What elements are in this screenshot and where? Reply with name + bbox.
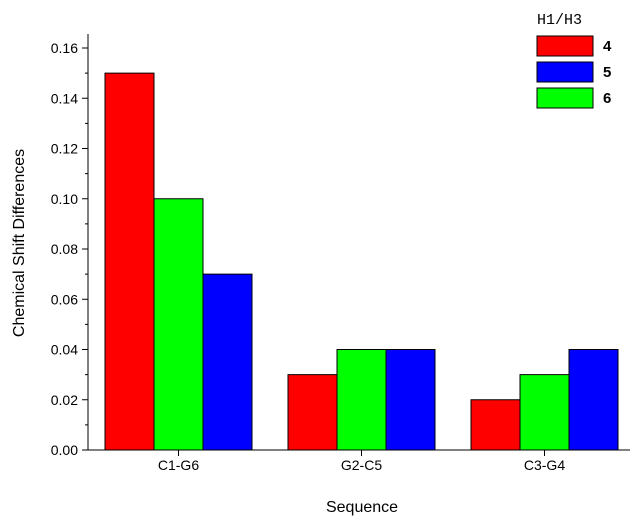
- bar-g2-c5-series-5: [385, 349, 436, 451]
- y-ticks-group: 0.00 0.02 0.04 0.06 0.08 0.10 0.12 0.14 0.16: [51, 40, 88, 458]
- x-tick-label: C1-G6: [158, 457, 199, 473]
- y-axis-title: Chemical Shift Differences: [11, 149, 28, 337]
- bar-c3-g4-series-6: [519, 374, 570, 451]
- legend: H1/H3 4 5 6: [536, 12, 612, 109]
- bar-g2-c5-series-4: [287, 374, 338, 451]
- y-tick-label: 0.02: [51, 392, 78, 408]
- legend-label-6: 6: [603, 90, 611, 107]
- legend-title: H1/H3: [537, 12, 582, 29]
- legend-swatch-4: [536, 35, 594, 57]
- x-ticks-group: C1-G6 G2-C5 C3-G4: [158, 450, 565, 473]
- bar-g2-c5-series-6: [336, 349, 387, 451]
- bar-c1-g6-series-6: [153, 198, 204, 451]
- y-tick-label: 0.04: [51, 342, 78, 358]
- bar-c1-g6-series-5: [202, 273, 253, 451]
- y-tick-label: 0.10: [51, 191, 78, 207]
- x-tick-label: G2-C5: [341, 457, 382, 473]
- y-tick-label: 0.00: [51, 442, 78, 458]
- y-tick-label: 0.12: [51, 141, 78, 157]
- bar-c3-g4-series-5: [568, 349, 619, 451]
- bars-group: [104, 72, 619, 451]
- bar-c1-g6-series-4: [104, 72, 155, 451]
- legend-label-4: 4: [603, 38, 612, 55]
- bar-c3-g4-series-4: [470, 399, 521, 451]
- y-tick-label: 0.06: [51, 291, 78, 307]
- y-tick-label: 0.16: [51, 40, 78, 56]
- y-tick-label: 0.14: [51, 90, 78, 106]
- y-tick-label: 0.08: [51, 241, 78, 257]
- x-axis-title: Sequence: [326, 499, 398, 516]
- x-tick-label: C3-G4: [524, 457, 565, 473]
- legend-swatch-6: [536, 87, 594, 109]
- legend-label-5: 5: [603, 64, 611, 81]
- legend-swatch-5: [536, 61, 594, 83]
